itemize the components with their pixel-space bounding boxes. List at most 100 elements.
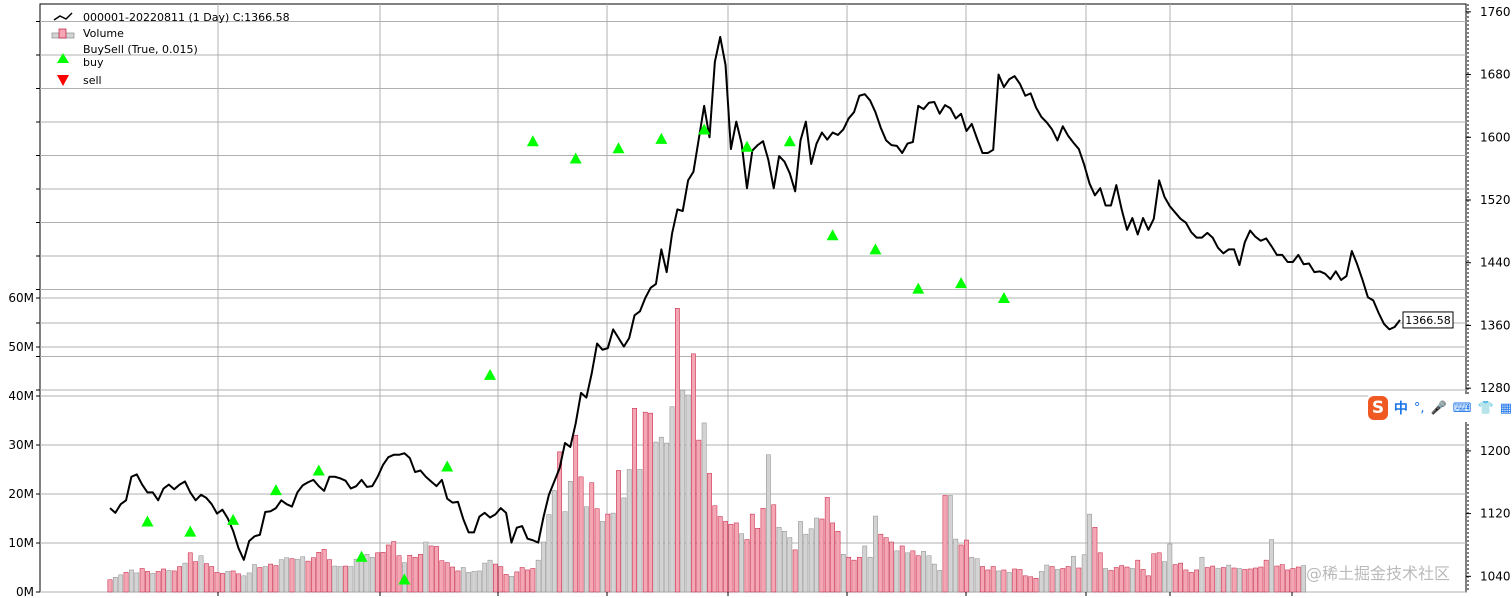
- volume-bar: [1044, 564, 1050, 593]
- volume-bar: [1215, 568, 1221, 593]
- volume-bar: [964, 539, 969, 593]
- buy-sell-markers: [141, 123, 1010, 585]
- volume-bar: [1076, 567, 1082, 593]
- volume-bar: [1119, 565, 1125, 593]
- volume-bar: [808, 528, 814, 593]
- legend-buy-icon: [57, 53, 69, 63]
- ime-menu-icon[interactable]: ▦: [1499, 400, 1512, 416]
- volume-bar: [958, 544, 964, 593]
- volume-bar: [1172, 564, 1178, 593]
- price-axis-label: 1680: [1480, 68, 1511, 82]
- volume-bar: [905, 552, 910, 593]
- volume-bar: [455, 570, 461, 593]
- volume-bar: [755, 528, 761, 593]
- ime-microphone-icon[interactable]: 🎤: [1430, 400, 1447, 416]
- legend-sell-icon: [57, 75, 69, 86]
- buy-marker: [569, 152, 582, 164]
- volume-bar: [1199, 556, 1205, 593]
- volume-bar: [1097, 552, 1103, 593]
- volume-bar: [637, 469, 643, 593]
- volume-bar: [236, 573, 241, 593]
- volume-bar: [530, 568, 536, 593]
- volume-bar: [658, 436, 664, 593]
- volume-bar: [1087, 513, 1092, 593]
- buy-marker: [698, 123, 711, 135]
- volume-bar: [1226, 564, 1232, 593]
- volume-bar: [444, 562, 450, 593]
- volume-bar: [1135, 559, 1141, 593]
- volume-bar: [262, 566, 268, 593]
- volume-bar: [460, 567, 466, 593]
- volume-bar: [1263, 559, 1269, 593]
- volume-bar: [252, 564, 257, 593]
- volume-bar: [509, 576, 514, 593]
- volume-bar: [209, 566, 215, 593]
- volume-bar: [1124, 566, 1130, 593]
- volume-bar: [418, 554, 423, 593]
- buy-marker: [612, 142, 625, 154]
- volume-bar: [856, 556, 862, 593]
- price-axis-label: 1120: [1480, 507, 1511, 521]
- grid: [40, 4, 1466, 593]
- buy-marker: [398, 573, 411, 585]
- volume-bar: [1060, 568, 1066, 593]
- legend-label-series: 000001-20220811 (1 Day) C:1366.58: [83, 11, 290, 24]
- volume-bar: [787, 537, 793, 593]
- buy-marker: [655, 132, 668, 144]
- volume-axis-label: 20M: [8, 487, 34, 501]
- volume-bar: [765, 454, 771, 593]
- watermark: @稀土掘金技术社区: [1306, 564, 1451, 583]
- legend-label-buysell: BuySell (True, 0.015): [83, 43, 198, 56]
- volume-bar: [161, 568, 166, 593]
- volume-bar: [974, 558, 980, 593]
- volume-bar: [610, 512, 616, 593]
- volume-bar: [487, 559, 493, 593]
- volume-bar: [535, 559, 541, 593]
- volume-bar: [926, 555, 932, 593]
- volume-bar: [840, 554, 846, 593]
- volume-bar: [193, 561, 199, 593]
- volume-bar: [1049, 566, 1055, 593]
- legend-line-icon: [53, 12, 73, 21]
- ime-logo-icon[interactable]: S: [1368, 396, 1388, 420]
- volume-bar: [380, 552, 386, 593]
- volume-bar: [225, 571, 231, 593]
- volume-bar: [503, 574, 509, 593]
- volume-bar: [1071, 555, 1076, 593]
- volume-bar: [1103, 568, 1108, 593]
- volume-bar: [1162, 561, 1167, 593]
- volume-bar: [385, 544, 391, 593]
- volume-bar: [937, 570, 943, 593]
- volume-bar: [112, 577, 118, 593]
- volume-bar: [996, 570, 1001, 593]
- buy-marker: [269, 484, 282, 496]
- volume-bar: [257, 567, 263, 593]
- volume-bar: [139, 568, 145, 593]
- volume-bar: [541, 541, 546, 593]
- volume-bar: [846, 556, 852, 593]
- volume-bar: [1113, 567, 1119, 593]
- volume-bar: [717, 516, 723, 593]
- volume-bar: [1081, 554, 1087, 593]
- volume-bar: [1012, 568, 1017, 593]
- ime-toolbar[interactable]: S 中 °, 🎤 ⌨ 👕 ▦: [1368, 394, 1512, 422]
- volume-bar: [605, 513, 611, 593]
- volume-bar: [803, 533, 809, 593]
- volume-bar: [782, 530, 787, 593]
- volume-axis-label: 60M: [8, 291, 34, 305]
- ime-skin-icon[interactable]: 👕: [1477, 400, 1494, 416]
- ime-keyboard-icon[interactable]: ⌨: [1452, 400, 1472, 416]
- volume-bar: [701, 422, 707, 593]
- buy-marker: [826, 229, 839, 241]
- volume-bar: [471, 571, 477, 593]
- volume-bar: [246, 572, 252, 593]
- volume-bar: [867, 556, 873, 593]
- volume-bar: [353, 558, 359, 593]
- ime-punctuation-icon[interactable]: °,: [1413, 400, 1425, 416]
- volume-bar: [985, 569, 991, 593]
- volume-bar: [1285, 569, 1290, 593]
- volume-bar: [289, 558, 295, 593]
- volume-bar: [632, 408, 637, 593]
- volume-bar: [921, 551, 926, 593]
- ime-language-toggle[interactable]: 中: [1393, 401, 1408, 417]
